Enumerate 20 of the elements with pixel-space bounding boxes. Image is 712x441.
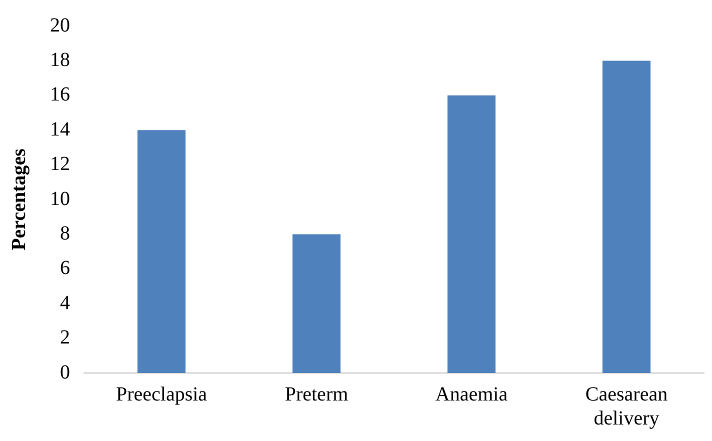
y-axis-title: Percentages [8, 148, 30, 250]
y-tick-label: 6 [60, 257, 70, 280]
x-tick-label: Preterm [284, 383, 349, 406]
y-tick-label: 10 [50, 188, 70, 210]
y-tick-label: 2 [60, 326, 70, 349]
y-tick-label: 12 [50, 153, 70, 176]
bar [602, 60, 651, 373]
x-tick-label: Preeclapsia [116, 383, 208, 406]
y-tick-label: 0 [60, 361, 70, 384]
y-tick-label: 20 [50, 14, 70, 36]
y-tick-label: 18 [50, 48, 70, 71]
y-tick-label: 4 [60, 292, 70, 314]
x-tick-label: Caesarean delivery [585, 383, 668, 430]
bar [292, 234, 341, 373]
bar [137, 130, 186, 373]
y-tick-label: 16 [50, 84, 70, 106]
y-tick-label: 8 [60, 222, 70, 244]
y-tick-label: 14 [50, 118, 70, 140]
bar [447, 95, 496, 373]
x-tick-label: Anaemia [435, 383, 508, 406]
